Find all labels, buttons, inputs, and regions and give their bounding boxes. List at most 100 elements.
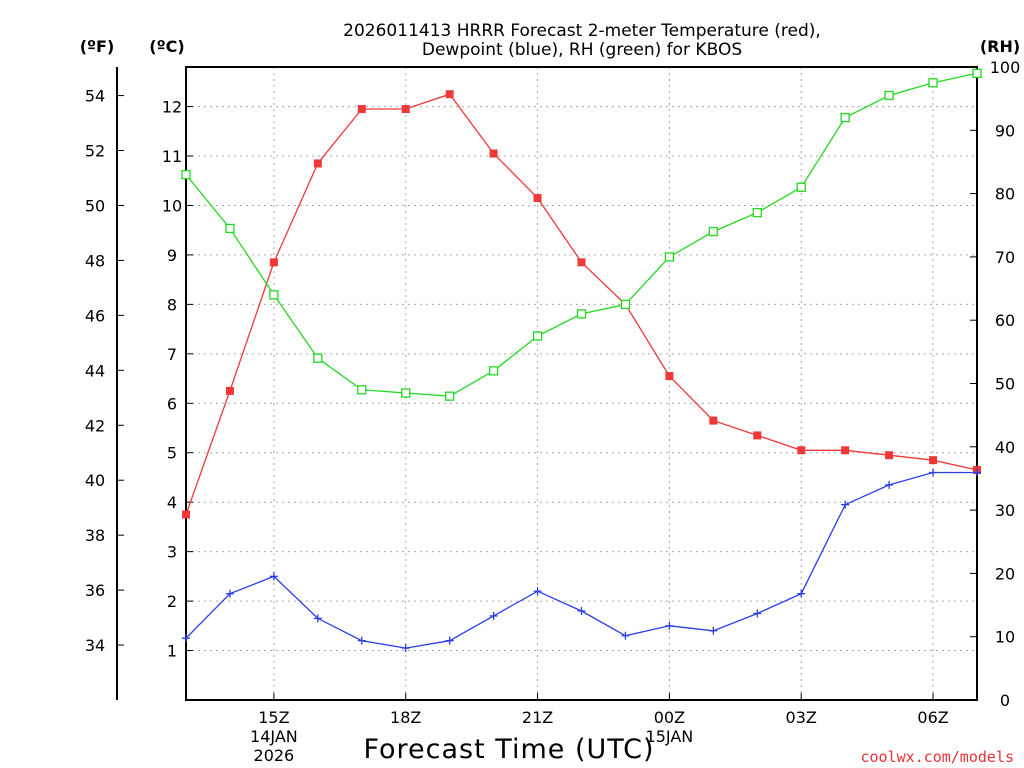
dewpoint-point xyxy=(973,468,981,477)
rh-point xyxy=(752,207,762,218)
celsius-tick-label: 5 xyxy=(167,444,177,463)
temperature-point xyxy=(665,372,674,381)
fahrenheit-tick-label: 54 xyxy=(85,87,105,106)
fahrenheit-tick-label: 38 xyxy=(85,526,105,545)
x-tick-label: 03Z xyxy=(786,708,817,727)
x-tick-label: 15Z xyxy=(258,708,289,727)
dewpoint-point xyxy=(357,636,366,645)
rh-point xyxy=(357,385,367,395)
rh-point xyxy=(401,388,411,398)
chart-title-line1: 2026011413 HRRR Forecast 2-meter Tempera… xyxy=(343,21,821,41)
temperature-point xyxy=(269,258,278,267)
dewpoint-point xyxy=(621,631,630,640)
celsius-tick-label: 10 xyxy=(162,196,182,215)
x-tick-label: 21Z xyxy=(522,708,553,727)
rh-point xyxy=(181,169,191,180)
temperature-point xyxy=(313,159,322,168)
celsius-tick-label: 3 xyxy=(167,543,177,562)
dewpoint-point xyxy=(841,500,850,509)
rh-tick-label: 30 xyxy=(995,501,1015,520)
fahrenheit-tick-label: 42 xyxy=(85,416,105,435)
dewpoint-point xyxy=(929,468,938,477)
rh-point xyxy=(884,90,894,101)
celsius-tick-label: 8 xyxy=(167,295,177,314)
dewpoint-point xyxy=(753,609,762,618)
temperature-point xyxy=(929,456,938,465)
dewpoint-point xyxy=(489,611,498,620)
celsius-tick-label: 9 xyxy=(167,246,177,265)
dewpoint-point xyxy=(401,644,410,653)
rh-tick-label: 0 xyxy=(1000,691,1010,710)
rh-point xyxy=(488,366,499,376)
temperature-point xyxy=(357,105,366,114)
dewpoint-point xyxy=(182,634,190,643)
celsius-tick-label: 7 xyxy=(167,345,177,364)
rh-tick-label: 80 xyxy=(995,185,1015,204)
temperature-point xyxy=(577,258,586,267)
x-tick-label: 00Z xyxy=(654,708,685,727)
rh-tick-label: 40 xyxy=(995,438,1015,457)
fahrenheit-unit-label: (ºF) xyxy=(80,37,115,56)
series xyxy=(181,68,982,653)
rh-point xyxy=(664,252,675,262)
rh-point xyxy=(532,331,543,341)
x-date-label: 14JAN xyxy=(250,727,298,746)
rh-tick-label: 50 xyxy=(995,375,1015,394)
x-year-label: 2026 xyxy=(254,746,295,765)
rh-point xyxy=(576,309,587,319)
dewpoint-point xyxy=(885,480,894,489)
fahrenheit-tick-label: 36 xyxy=(85,581,105,600)
rh-point xyxy=(620,299,631,310)
temperature-point xyxy=(885,451,894,460)
rh-tick-label: 60 xyxy=(995,311,1015,330)
celsius-unit-label: (ºC) xyxy=(149,37,184,56)
dewpoint-point xyxy=(665,621,674,630)
temperature-point xyxy=(841,446,850,455)
x-axis-title: Forecast Time (UTC) xyxy=(363,734,654,765)
rh-tick-label: 10 xyxy=(995,628,1015,647)
rh-tick-label: 100 xyxy=(990,58,1021,77)
dewpoint-point xyxy=(709,626,718,635)
temperature-point xyxy=(401,105,410,114)
celsius-tick-label: 12 xyxy=(162,98,182,117)
dewpoint-point xyxy=(225,589,234,598)
dewpoint-point xyxy=(533,587,542,596)
x-tick-label: 06Z xyxy=(917,708,948,727)
rh-tick-label: 70 xyxy=(995,248,1015,267)
rh-point xyxy=(840,112,850,123)
rh-point xyxy=(972,68,982,78)
dewpoint-point xyxy=(269,572,278,581)
fahrenheit-tick-label: 46 xyxy=(85,306,105,325)
celsius-tick-label: 11 xyxy=(162,147,182,166)
x-date-label: 15JAN xyxy=(646,727,694,746)
dewpoint-point xyxy=(797,589,806,598)
rh-point xyxy=(796,182,806,192)
rh-point xyxy=(313,353,323,363)
fahrenheit-tick-label: 48 xyxy=(85,251,105,270)
dewpoint-point xyxy=(313,614,322,623)
dewpoint-point xyxy=(445,636,454,645)
fahrenheit-tick-label: 40 xyxy=(85,471,105,490)
x-tick-label: 18Z xyxy=(390,708,421,727)
rh-tick-label: 90 xyxy=(995,121,1015,140)
rh-point xyxy=(445,391,455,401)
rh-point xyxy=(708,226,718,237)
fahrenheit-tick-label: 34 xyxy=(85,636,105,655)
temperature-point xyxy=(445,90,454,99)
fahrenheit-tick-label: 44 xyxy=(85,361,105,380)
temperature-point xyxy=(533,194,542,203)
temperature-point xyxy=(182,510,190,519)
axes: 1234567891011123436384042444648505254010… xyxy=(85,58,1020,765)
dewpoint-point xyxy=(577,606,586,615)
rh-point xyxy=(225,223,235,234)
chart-title-line2: Dewpoint (blue), RH (green) for KBOS xyxy=(422,40,742,60)
fahrenheit-tick-label: 52 xyxy=(85,142,105,161)
temperature-point xyxy=(709,416,718,425)
dewpoint-line xyxy=(185,471,977,649)
celsius-tick-label: 4 xyxy=(167,493,177,512)
celsius-tick-label: 6 xyxy=(167,394,177,413)
rh-point xyxy=(269,290,279,300)
temperature-point xyxy=(489,149,498,158)
rh-point xyxy=(928,78,938,88)
